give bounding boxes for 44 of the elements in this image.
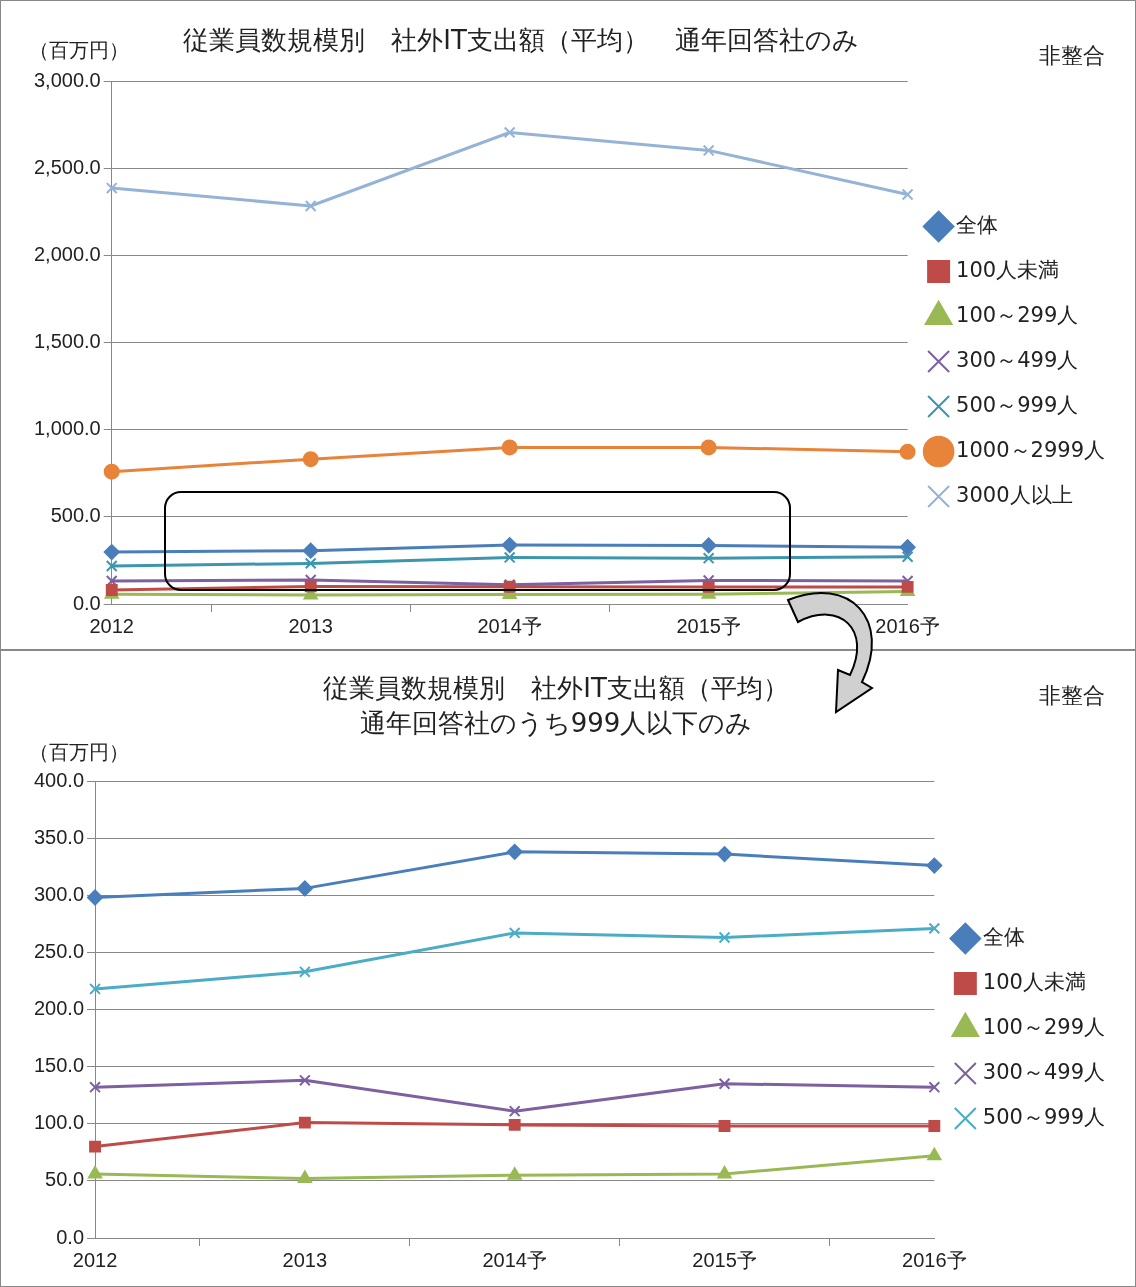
y-tick-label: 0.0 xyxy=(72,591,101,614)
y-axis-title: （百万円） xyxy=(29,37,129,64)
y-tick-label: 200.0 xyxy=(33,997,85,1020)
x-tick-label: 2015予 xyxy=(692,1248,757,1271)
x-tick-label: 2012 xyxy=(72,1248,118,1271)
legend-label: 500～999人 xyxy=(982,1104,1106,1129)
legend-label: 100～299人 xyxy=(956,302,1079,327)
legend-label: 100人未満 xyxy=(982,969,1086,994)
y-tick-label: 250.0 xyxy=(33,939,85,962)
x-tick-label: 2013 xyxy=(288,614,333,637)
y-tick-label: 150.0 xyxy=(33,1054,85,1077)
legend-label: 全体 xyxy=(982,924,1025,949)
y-tick-label: 400.0 xyxy=(33,768,85,791)
text: 非整合 xyxy=(1039,682,1105,710)
x-tick-label: 2016予 xyxy=(902,1248,967,1271)
chart-title: 従業員数規模別 社外IT支出額（平均） 通年回答社のみ xyxy=(182,24,860,57)
legend-label: 100人未満 xyxy=(956,257,1060,282)
y-tick-label: 500.0 xyxy=(50,504,101,527)
y-tick-label: 1,000.0 xyxy=(33,417,101,440)
x-tick-label: 2014予 xyxy=(477,614,542,637)
y-tick-label: 100.0 xyxy=(33,1111,85,1134)
y-tick-label: 350.0 xyxy=(33,825,85,848)
y-tick-label: 2,000.0 xyxy=(33,242,101,265)
legend-label: 100～299人 xyxy=(982,1014,1106,1039)
legend-label: 3000人以上 xyxy=(956,482,1073,507)
y-tick-label: 300.0 xyxy=(33,882,85,905)
y-tick-label: 2,500.0 xyxy=(33,155,101,178)
y-axis-title: （百万円） xyxy=(29,739,129,766)
y-tick-label: 3,000.0 xyxy=(33,68,101,91)
legend-label: 全体 xyxy=(956,212,999,237)
chart-title: 従業員数規模別 社外IT支出額（平均）通年回答社のうち999人以下のみ xyxy=(322,672,790,740)
x-tick-label: 2014予 xyxy=(482,1248,547,1271)
x-tick-label: 2015予 xyxy=(676,614,741,637)
x-tick-label: 2016予 xyxy=(875,614,940,637)
x-tick-label: 2012 xyxy=(89,614,134,637)
y-tick-label: 50.0 xyxy=(45,1168,85,1191)
legend-label: 1000～2999人 xyxy=(956,437,1105,462)
legend-label: 300～499人 xyxy=(956,347,1079,372)
y-tick-label: 1,500.0 xyxy=(33,330,101,353)
y-tick-label: 0.0 xyxy=(56,1225,85,1248)
legend-label: 500～999人 xyxy=(956,392,1079,417)
x-tick-label: 2013 xyxy=(282,1248,328,1271)
text: 非整合 xyxy=(1039,42,1105,70)
legend-label: 300～499人 xyxy=(982,1059,1106,1084)
